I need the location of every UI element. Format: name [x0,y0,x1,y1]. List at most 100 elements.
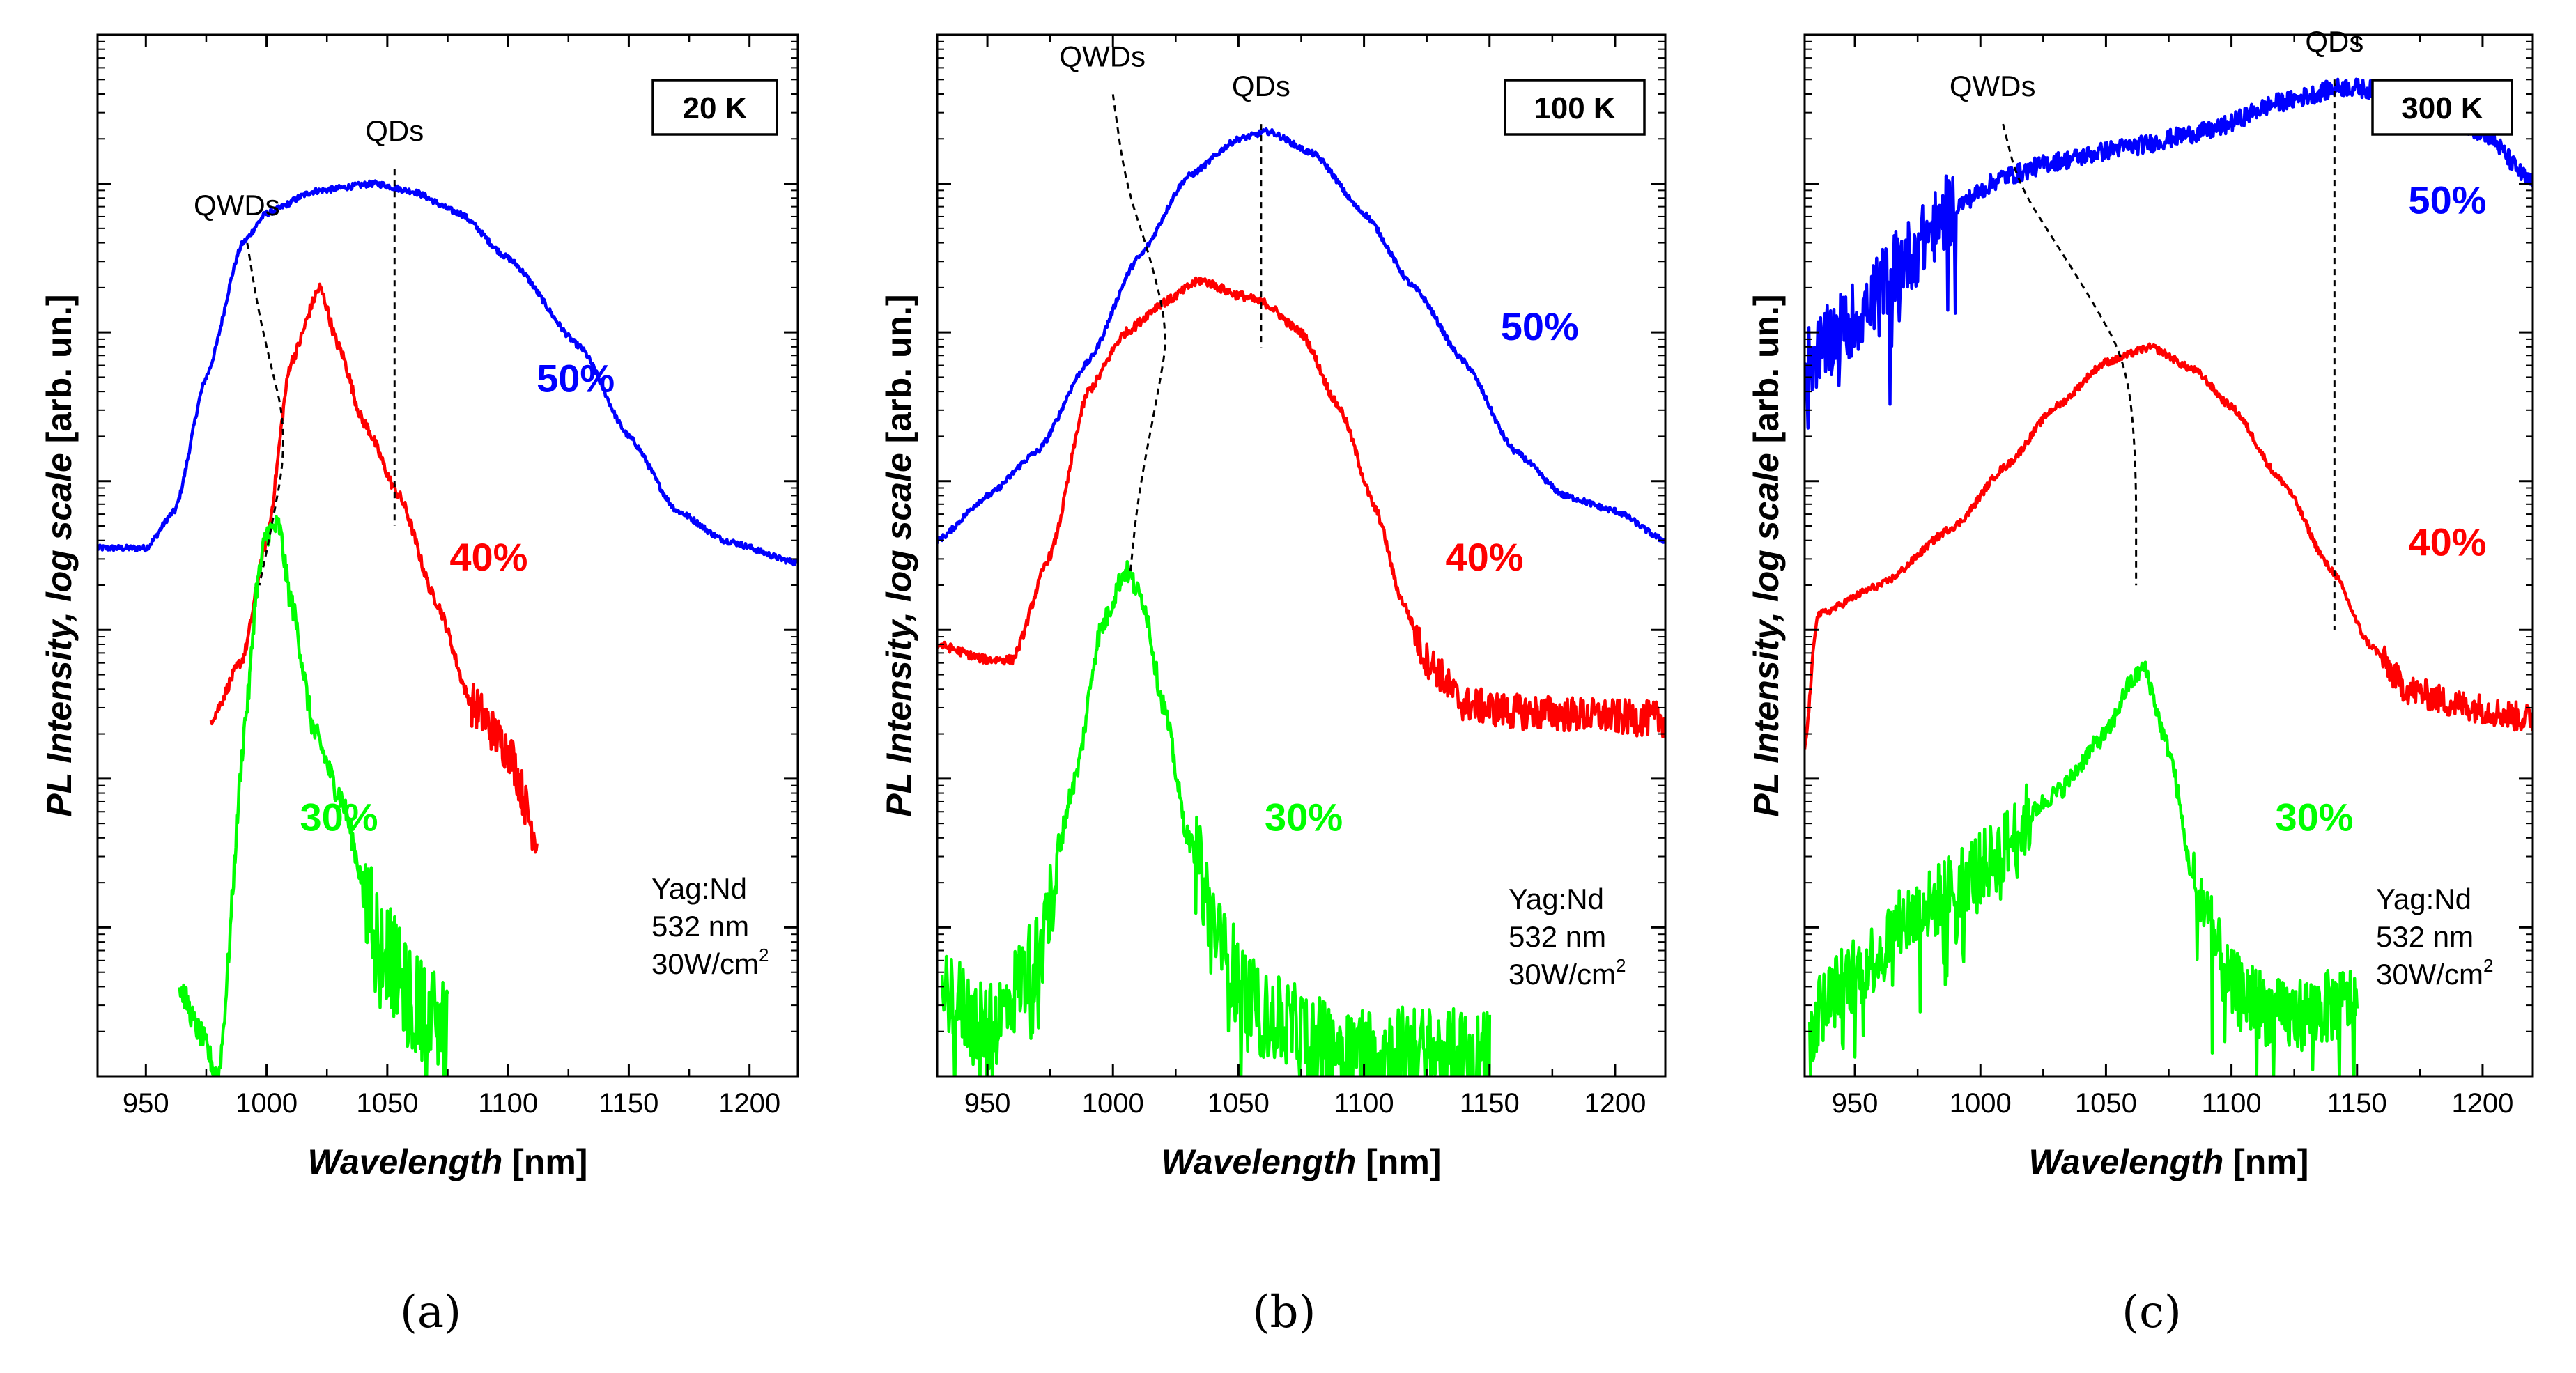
qds-label: QDs [2305,25,2363,58]
temperature-box [651,79,778,136]
x-tick-label: 1050 [2075,1088,2137,1119]
qwds-label-text: QWDs [1950,70,2036,102]
x-tick-label-text: 1200 [718,1088,780,1119]
x-tick-label: 1200 [1584,1088,1646,1119]
qwds-guide-line [2002,123,2138,586]
x-tick-label: 950 [123,1088,169,1119]
qwds-label: QWDs [1059,40,1146,72]
x-tick-label: 950 [1832,1088,1879,1119]
panel-c: QWDs QDs 50% 40% 30% 950 1000 1050 1100 1150 1200 3… [1747,25,2534,1338]
series-label-text: 30% [2275,796,2353,839]
panel-caption: (c) [2122,1287,2182,1338]
qwds-guide-line [246,242,284,586]
series-label-text: 30% [300,796,378,839]
x-tick-label: 1150 [599,1088,658,1119]
x-axis-title-unit: [nm] [502,1142,587,1181]
x-tick-label-text: 950 [964,1088,1011,1119]
series-40pct-line [1805,342,2533,750]
panel-caption: (a) [400,1287,461,1338]
x-tick-label: 1100 [2202,1088,2262,1119]
y-axis-title-italic: PL Intensity, log scale [879,453,918,816]
x-tick-label: 1000 [1082,1088,1144,1119]
x-tick-label: 1050 [1208,1088,1270,1119]
y-axis-title-unit: [arb. un.] [40,294,79,453]
excitation-wavelength: 532 nm [2376,920,2474,953]
excitation-power-text: 30W/cm [1509,958,1616,991]
x-tick-label-text: 1200 [2451,1088,2513,1119]
qwds-label: QWDs [1950,70,2036,102]
excitation-wavelength: 532 nm [651,910,749,943]
excitation-wavelength-text: 532 nm [2376,920,2474,953]
series-50pct-line [98,179,798,567]
x-tick-label-text: 1150 [599,1088,658,1119]
excitation-power-exponent: 2 [2483,955,2493,976]
x-axis-title: Wavelength [nm] [1162,1142,1442,1181]
panel-caption-text: (b) [1253,1287,1316,1338]
x-tick-label-text: 1100 [1334,1088,1394,1119]
series-30pct-line [178,514,449,1076]
qds-label-text: QDs [2305,25,2363,58]
temperature-label: 100 K [1534,91,1616,125]
qds-label-text: QDs [365,114,424,147]
series-label-text: 50% [1501,304,1579,348]
x-tick-label-text: 1050 [1208,1088,1270,1119]
excitation-power: 30W/cm2 [1509,955,1626,991]
qds-label: QDs [365,114,424,147]
y-axis-title: PL Intensity, log scale [arb. un.] [879,294,918,816]
series-label-50pct: 50% [537,357,615,401]
series-label-text: 30% [1265,796,1343,839]
excitation-source: Yag:Nd [1509,883,1604,915]
x-axis-title-italic: Wavelength [308,1142,503,1181]
series-label-30pct: 30% [300,796,378,839]
y-axis-title-italic: PL Intensity, log scale [1747,453,1786,816]
x-axis-title-italic: Wavelength [1162,1142,1357,1181]
x-tick-label: 1050 [356,1088,418,1119]
y-axis-title-unit: [arb. un.] [879,294,918,453]
x-axis-title-unit: [nm] [2223,1142,2308,1181]
x-axis-title: Wavelength [nm] [308,1142,588,1181]
excitation-power-exponent: 2 [1616,955,1626,976]
qwds-label-text: QWDs [194,189,280,222]
series-label-50pct: 50% [2408,178,2486,222]
x-tick-label: 1200 [2451,1088,2513,1119]
excitation-power-text: 30W/cm [2376,958,2483,991]
temperature-box [2371,79,2513,136]
qwds-label-text: QWDs [1059,40,1146,72]
excitation-wavelength: 532 nm [1509,920,1606,953]
x-tick-label-text: 1000 [1950,1088,2012,1119]
excitation-power-exponent: 2 [759,945,769,965]
series-label-30pct: 30% [2275,796,2353,839]
qwds-label: QWDs [194,189,280,222]
series-label-50pct: 50% [1501,304,1579,348]
x-tick-label: 1100 [478,1088,538,1119]
x-tick-label: 1150 [1460,1088,1520,1119]
series-50pct-line [937,127,1665,544]
x-tick-label-text: 1000 [1082,1088,1144,1119]
series-label-text: 50% [537,357,615,401]
x-tick-label-text: 1000 [236,1088,298,1119]
y-axis-title: PL Intensity, log scale [arb. un.] [1747,294,1786,816]
series-label-text: 40% [449,535,527,579]
series-40pct-line [209,282,539,854]
series-label-40pct: 40% [449,535,527,579]
panel-b: QWDs QDs 50% 40% 30% 950 1000 1050 1100 1150 1200 1… [879,33,1667,1338]
x-axis-title-unit: [nm] [1356,1142,1441,1181]
panel-caption-text: (c) [2122,1287,2182,1338]
series-30pct-line [1807,660,2359,1076]
excitation-wavelength-text: 532 nm [1509,920,1606,953]
qds-label: QDs [1232,70,1290,102]
x-tick-label: 1100 [1334,1088,1394,1119]
excitation-source: Yag:Nd [2376,883,2471,915]
x-tick-label-text: 1100 [2202,1088,2262,1119]
excitation-source: Yag:Nd [651,872,747,905]
y-axis-title-italic: PL Intensity, log scale [40,453,79,816]
x-tick-label: 1200 [718,1088,780,1119]
panel-caption-text: (a) [400,1287,461,1338]
excitation-source-text: Yag:Nd [651,872,747,905]
series-label-text: 40% [2408,520,2486,564]
qds-label-text: QDs [1232,70,1290,102]
x-tick-label-text: 1150 [2327,1088,2387,1119]
x-tick-label: 950 [964,1088,1011,1119]
excitation-power-text: 30W/cm [651,947,759,980]
series-30pct-line [940,560,1492,1076]
